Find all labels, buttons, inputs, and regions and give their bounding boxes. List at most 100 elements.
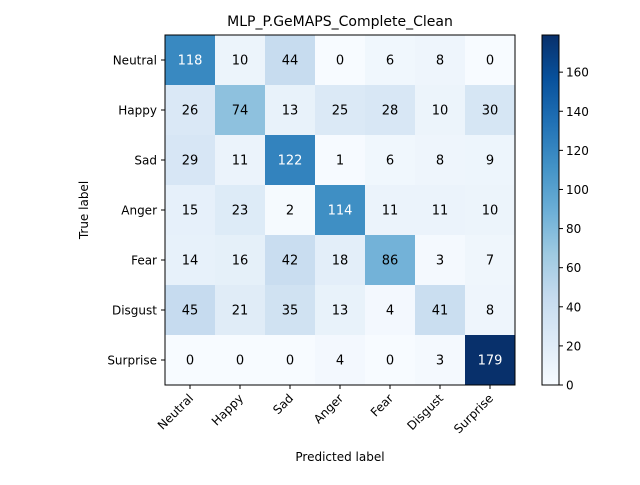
y-tick-label: Fear	[131, 254, 157, 268]
cell-value-label: 11	[232, 154, 249, 169]
heatmap-cell	[165, 235, 216, 286]
x-tick-label: Happy	[209, 391, 246, 428]
cell-value-label: 41	[432, 304, 449, 319]
cell-value-label: 6	[386, 154, 394, 169]
y-tick-label: Happy	[118, 104, 157, 118]
colorbar-tick-label: 0	[566, 379, 574, 393]
heatmap-cell	[465, 285, 516, 336]
cell-value-label: 29	[182, 154, 199, 169]
x-tick-label: Disgust	[404, 391, 446, 433]
heatmap-cell	[315, 35, 366, 86]
y-axis: Neutral Happy Sad Anger Fear Disgust Surprise	[107, 54, 165, 368]
y-tick-label: Disgust	[112, 304, 157, 318]
cell-value-label: 10	[432, 104, 449, 119]
heatmap-cell	[165, 135, 216, 186]
heatmap-cell	[415, 35, 466, 86]
heatmap-cell	[415, 285, 466, 336]
heatmap-cell	[215, 335, 266, 386]
y-tick-label: Anger	[121, 204, 157, 218]
cell-value-label: 4	[386, 304, 394, 319]
cell-value-label: 9	[486, 154, 494, 169]
cell-value-label: 45	[182, 304, 199, 319]
heatmap-cell	[165, 85, 216, 136]
x-tick-label: Fear	[368, 391, 396, 419]
cell-value-label: 3	[436, 254, 444, 269]
heatmap-cell	[315, 185, 366, 236]
heatmap-cell	[465, 85, 516, 136]
colorbar-tick-label: 60	[566, 261, 581, 275]
y-axis-label: True label	[77, 181, 91, 240]
cell-value-label: 18	[332, 254, 349, 269]
cell-value-label: 114	[328, 204, 353, 219]
heatmap-cell	[265, 235, 316, 286]
heatmap-cell	[215, 285, 266, 336]
cell-value-label: 0	[236, 354, 244, 369]
x-tick-label: Sad	[270, 391, 296, 417]
cell-value-label: 23	[232, 204, 249, 219]
heatmap-cell	[165, 285, 216, 336]
cell-value-label: 6	[386, 54, 394, 69]
heatmap-cell	[315, 85, 366, 136]
cell-value-label: 0	[286, 354, 294, 369]
colorbar-ticks: 0 20 40 60 80 100 120 140 160	[559, 66, 589, 393]
cell-value-label: 30	[482, 104, 499, 119]
cell-value-label: 28	[382, 104, 399, 119]
heatmap-cell	[215, 235, 266, 286]
cell-value-label: 0	[186, 354, 194, 369]
heatmap-cell	[415, 135, 466, 186]
heatmap-cell	[415, 235, 466, 286]
cell-value-label: 44	[282, 54, 299, 69]
cell-value-label: 25	[332, 104, 349, 119]
y-tick-label: Surprise	[107, 354, 157, 368]
heatmap-cell	[365, 335, 416, 386]
x-axis: Neutral Happy Sad Anger Fear Disgust Surprise	[155, 385, 496, 436]
y-tick-label: Sad	[134, 154, 157, 168]
colorbar-tick-label: 160	[566, 66, 589, 80]
heatmap-cell	[315, 135, 366, 186]
cell-value-label: 11	[382, 204, 399, 219]
cell-value-label: 14	[182, 254, 199, 269]
cell-value-label: 4	[336, 354, 344, 369]
heatmap-cell	[315, 335, 366, 386]
cell-value-label: 179	[478, 354, 503, 369]
colorbar-tick-label: 140	[566, 105, 589, 119]
heatmap-cell	[465, 35, 516, 86]
cell-value-label: 10	[232, 54, 249, 69]
x-tick-label: Surprise	[451, 391, 496, 436]
cell-value-label: 42	[282, 254, 299, 269]
heatmap-cell	[215, 35, 266, 86]
heatmap-cell	[365, 135, 416, 186]
cell-value-label: 13	[332, 304, 349, 319]
colorbar	[541, 34, 560, 386]
heatmap-cell	[465, 235, 516, 286]
heatmap-cell	[265, 135, 316, 186]
cell-value-label: 0	[486, 54, 494, 69]
cell-value-label: 8	[436, 54, 444, 69]
colorbar-tick-label: 100	[566, 183, 589, 197]
colorbar-tick-label: 120	[566, 144, 589, 158]
heatmap-cell	[265, 335, 316, 386]
heatmap-cell	[315, 235, 366, 286]
cell-value-label: 74	[232, 104, 249, 119]
heatmap-cell	[465, 135, 516, 186]
y-tick-label: Neutral	[113, 54, 157, 68]
heatmap-cell	[215, 185, 266, 236]
cell-value-label: 10	[482, 204, 499, 219]
heatmap-cell	[415, 335, 466, 386]
heatmap-cell	[165, 35, 216, 86]
heatmap-cell	[465, 185, 516, 236]
heatmap-cell	[315, 285, 366, 336]
cell-value-label: 26	[182, 104, 199, 119]
cell-value-label: 7	[486, 254, 494, 269]
cell-value-label: 3	[436, 354, 444, 369]
colorbar-tick-label: 20	[566, 339, 581, 353]
heatmap-cell	[365, 185, 416, 236]
heatmap-cell	[215, 135, 266, 186]
cell-value-label: 21	[232, 304, 249, 319]
cell-value-label: 0	[386, 354, 394, 369]
heatmap-cell	[415, 185, 466, 236]
cell-value-label: 2	[286, 204, 294, 219]
